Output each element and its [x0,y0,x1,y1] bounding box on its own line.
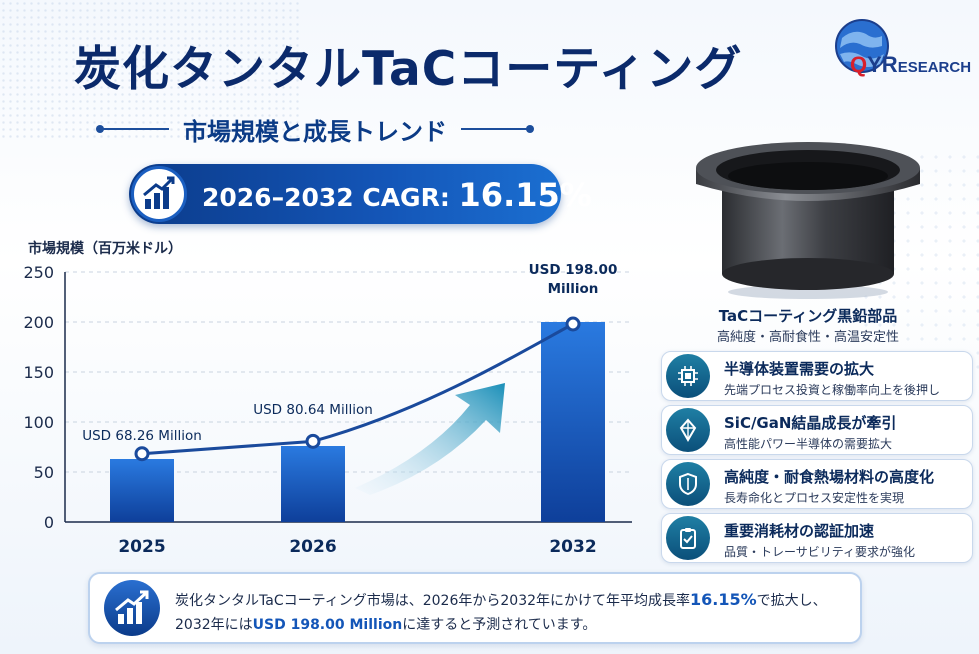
growth-arrow [355,383,505,495]
y-tick-label: 0 [44,513,54,532]
bar [541,322,605,522]
feature-desc: 先端プロセス投資と稼働率向上を後押し [724,383,941,397]
tac-coated-graphite-part-image [696,142,920,299]
summary-box [88,572,862,644]
summary-line-1: 炭化タンタルTaCコーティング市場は、2026年から2032年にかけて年平均成長… [175,590,827,609]
summary-line-2: 2032年にはUSD 198.00 Millionに達すると予測されています。 [175,617,597,633]
bar [281,446,345,522]
feature-desc: 品質・トレーサビリティ要求が強化 [724,545,916,559]
growth-chart-icon [104,580,160,636]
y-tick-label: 200 [23,313,54,332]
feature-card-sic-gan: SiC/GaN結晶成長が牽引 高性能パワー半導体の需要拡大 [661,405,973,455]
product-properties: 高純度・高耐食性・高温安定性 [716,330,899,345]
data-label: USD 80.64 Million [253,402,373,418]
feature-title: 半導体装置需要の拡大 [724,360,875,378]
bar [110,459,174,522]
subtitle-row: 市場規模と成長トレンド [96,112,534,146]
x-tick-label: 2025 [118,537,165,557]
qyresearch-logo [835,19,889,73]
cagr-banner [129,164,561,224]
data-label: Million [548,281,599,297]
y-axis-label: 市場規模（百万米ドル） [28,241,182,257]
growth-chart-icon [131,166,187,222]
feature-card-certification: 重要消耗材の認証加速 品質・トレーサビリティ要求が強化 [661,513,973,563]
page-title: 炭化タンタルTaCコーティング [74,42,743,97]
trend-line [141,322,574,456]
page-subtitle: 市場規模と成長トレンド [183,117,447,146]
logo-wordmark: QYRESEARCH [850,52,972,77]
feature-desc: 長寿命化とプロセス安定性を実現 [724,491,905,505]
subtitle-divider-right [461,125,534,133]
cagr-value: 16.15% [458,176,592,214]
chip-icon [666,354,710,398]
cagr-text: 2026–2032 CAGR: 16.15% [202,176,592,214]
clipboard-icon [666,516,710,560]
y-tick-label: 50 [34,463,54,482]
y-tick-label: 100 [23,413,54,432]
y-tick-label: 150 [23,363,54,382]
shield-icon [666,462,710,506]
feature-card-semiconductor-demand: 半導体装置需要の拡大 先端プロセス投資と稼働率向上を後押し [661,351,973,401]
crystal-icon [666,408,710,452]
product-name: TaCコーティング黒鉛部品 [718,307,898,325]
data-label: USD 68.26 Million [82,428,202,444]
market-size-chart: 0 50 100 150 200 250 2025 2026 2032 USD 68.26 Mil… [23,262,632,557]
subtitle-divider-left [96,125,169,133]
x-tick-label: 2026 [289,537,336,557]
feature-title: SiC/GaN結晶成長が牽引 [724,414,897,432]
data-point [565,316,581,332]
data-point [305,433,321,449]
summary-text: 炭化タンタルTaCコーティング市場は、2026年から2032年にかけて年平均成長… [175,588,827,637]
y-tick-label: 250 [23,263,54,282]
feature-desc: 高性能パワー半導体の需要拡大 [724,437,893,451]
x-tick-label: 2032 [549,537,596,557]
feature-title: 重要消耗材の認証加速 [724,522,875,540]
world-map-dots [0,0,300,140]
feature-title: 高純度・耐食熱場材料の高度化 [724,468,935,486]
cagr-period: 2026–2032 CAGR: [202,183,459,212]
data-point [134,446,150,462]
data-label: USD 198.00 [529,262,618,278]
feature-card-high-purity-materials: 高純度・耐食熱場材料の高度化 長寿命化とプロセス安定性を実現 [661,459,973,509]
